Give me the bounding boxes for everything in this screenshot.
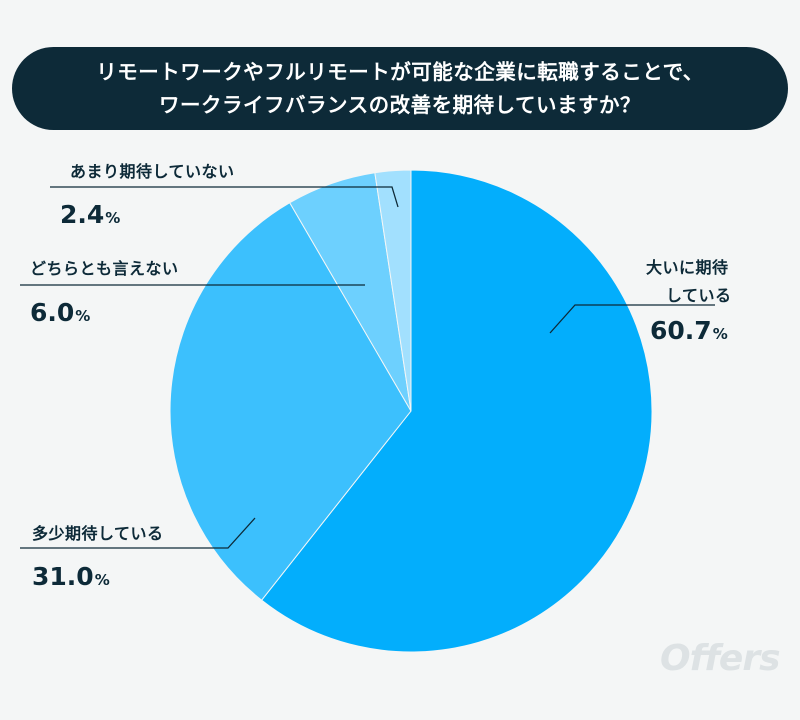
slice-value-high-unit: % xyxy=(712,325,728,343)
leader-line-low xyxy=(50,186,399,208)
slice-label-some: 多少期待している xyxy=(32,524,164,543)
slice-low xyxy=(374,169,412,412)
slice-label-high: 大いに期待 xyxy=(646,258,729,277)
offers-logo: Offers xyxy=(660,638,781,679)
chart-title-line1: リモートワークやフルリモートが可能な企業に転職することで、 xyxy=(96,59,704,84)
leader-line-some xyxy=(20,517,256,549)
slice-label-low: あまり期待していない xyxy=(70,162,235,181)
slice-value-some-unit: % xyxy=(94,571,110,589)
slice-value-some: 31.0% xyxy=(32,562,110,591)
slice-value-low: 2.4% xyxy=(60,200,120,229)
slice-value-high: 60.7% xyxy=(650,316,728,345)
slice-value-neutral-number: 6.0 xyxy=(30,298,75,327)
slice-value-high-number: 60.7 xyxy=(650,316,712,345)
slice-high xyxy=(260,169,653,653)
slice-label-high-line2: している xyxy=(666,286,732,305)
slice-value-low-unit: % xyxy=(105,209,121,227)
slice-value-some-number: 31.0 xyxy=(32,562,94,591)
slice-some xyxy=(169,202,412,601)
slice-value-neutral-unit: % xyxy=(75,307,91,325)
chart-title: リモートワークやフルリモートが可能な企業に転職することで、 ワークライフバランス… xyxy=(12,47,788,130)
chart-title-line2: ワークライフバランスの改善を期待していますか？ xyxy=(159,92,641,117)
slice-value-low-number: 2.4 xyxy=(60,200,105,229)
slice-value-neutral: 6.0% xyxy=(30,298,90,327)
slice-label-neutral: どちらとも言えない xyxy=(30,259,179,278)
leader-line-high xyxy=(549,304,715,334)
